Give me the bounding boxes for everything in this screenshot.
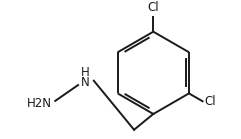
Text: H2N: H2N	[27, 97, 52, 110]
Text: Cl: Cl	[147, 1, 159, 14]
Text: Cl: Cl	[204, 95, 216, 108]
Text: N: N	[81, 76, 89, 89]
Text: H: H	[81, 66, 89, 79]
